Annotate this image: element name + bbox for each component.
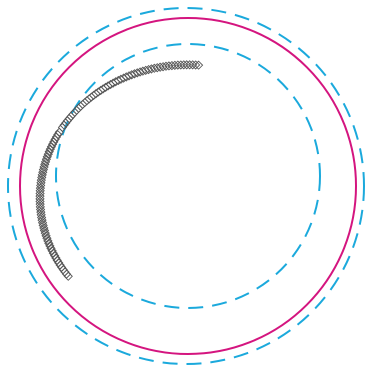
marker-diamond bbox=[35, 183, 46, 193]
marker-diamond bbox=[193, 60, 204, 70]
marker-diamond bbox=[190, 60, 201, 70]
marker-diamond bbox=[138, 66, 148, 76]
marker-diamond bbox=[141, 65, 151, 75]
marker-diamond bbox=[35, 196, 45, 207]
marker-diamond bbox=[185, 60, 195, 70]
marker-diamond bbox=[132, 68, 142, 78]
marker-diamond bbox=[53, 130, 63, 140]
marker-diamond bbox=[40, 157, 51, 167]
marker-diamond bbox=[143, 64, 154, 75]
marker-diamond bbox=[41, 231, 51, 241]
marker-diamond bbox=[40, 159, 50, 170]
marker-arc bbox=[35, 60, 204, 281]
inner-dashed-circle bbox=[55, 43, 321, 309]
marker-diamond bbox=[35, 191, 45, 201]
marker-diamond bbox=[35, 186, 45, 196]
marker-diamond bbox=[35, 188, 45, 199]
marker-diamond bbox=[39, 162, 49, 172]
marker-diamond bbox=[188, 60, 198, 70]
outer-dashed-circle bbox=[7, 7, 365, 365]
marker-diamond bbox=[35, 199, 45, 209]
marker-diamond bbox=[135, 67, 145, 77]
solid-circle bbox=[19, 17, 357, 355]
marker-diamond bbox=[182, 60, 192, 70]
marker-diamond bbox=[42, 233, 52, 243]
marker-diamond bbox=[35, 194, 45, 204]
marker-diamond bbox=[35, 202, 45, 212]
marker-diamond bbox=[35, 204, 46, 215]
marker-diamond bbox=[146, 64, 157, 74]
marker-diamond bbox=[40, 228, 50, 238]
